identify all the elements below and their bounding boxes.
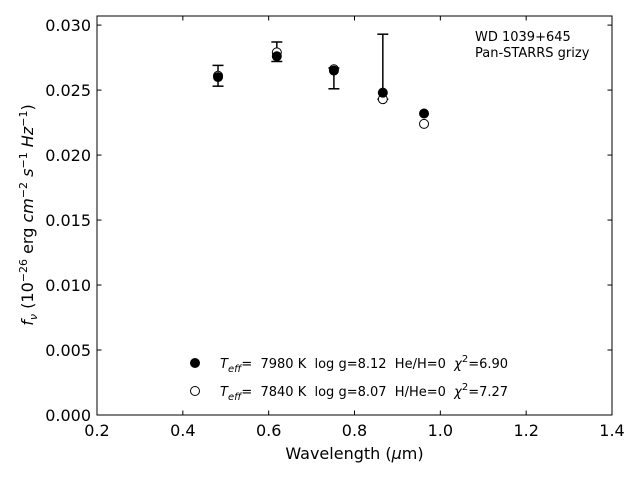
point-filled-2 [328,65,339,76]
y-tick-label-3: 0.015 [45,211,91,230]
y-tick-label-6: 0.030 [45,16,91,35]
x-tick-label-3: 0.8 [342,421,367,440]
plot-area [96,15,613,416]
point-filled-0 [213,72,224,83]
y-tick-label-2: 0.010 [45,276,91,295]
point-filled-1 [271,51,282,62]
point-open-4 [419,118,430,129]
x-tick-label-0: 0.2 [84,421,109,440]
x-axis-label: Wavelength (μm) [285,444,423,463]
x-tick-label-5: 1.2 [513,421,538,440]
legend: Teff= 7980 K log g=8.12 He/H=0 χ2=6.90 T… [190,354,508,403]
y-tick-label-0: 0.000 [45,406,91,425]
y-tick-label-5: 0.025 [45,81,91,100]
y-tick-label-4: 0.020 [45,146,91,165]
x-tick-label-2: 0.6 [256,421,281,440]
axis-ticks: 0.2 0.4 0.6 0.8 1.0 1.2 1.4 0.000 0.005 0.010 0.01… [45,16,625,440]
legend-entry-2: Teff= 7840 K log g=8.07 H/He=0 χ2=7.27 [220,382,508,403]
x-tick-label-4: 1.0 [428,421,453,440]
point-filled-3 [377,87,388,98]
data-points [213,47,430,129]
legend-marker-filled [190,358,200,368]
legend-marker-open [190,386,200,396]
x-tick-label-1: 0.4 [170,421,195,440]
x-tick-label-6: 1.4 [599,421,624,440]
y-axis-label: fν (10−26 erg cm−2 s−1 Hz−1) [17,104,40,325]
legend-entry-1: Teff= 7980 K log g=8.12 He/H=0 χ2=6.90 [220,354,508,375]
annotation-object: WD 1039+645 [475,30,571,45]
annotation-survey: Pan-STARRS grizy [475,46,590,61]
y-tick-label-1: 0.005 [45,341,91,360]
point-filled-4 [419,108,430,119]
